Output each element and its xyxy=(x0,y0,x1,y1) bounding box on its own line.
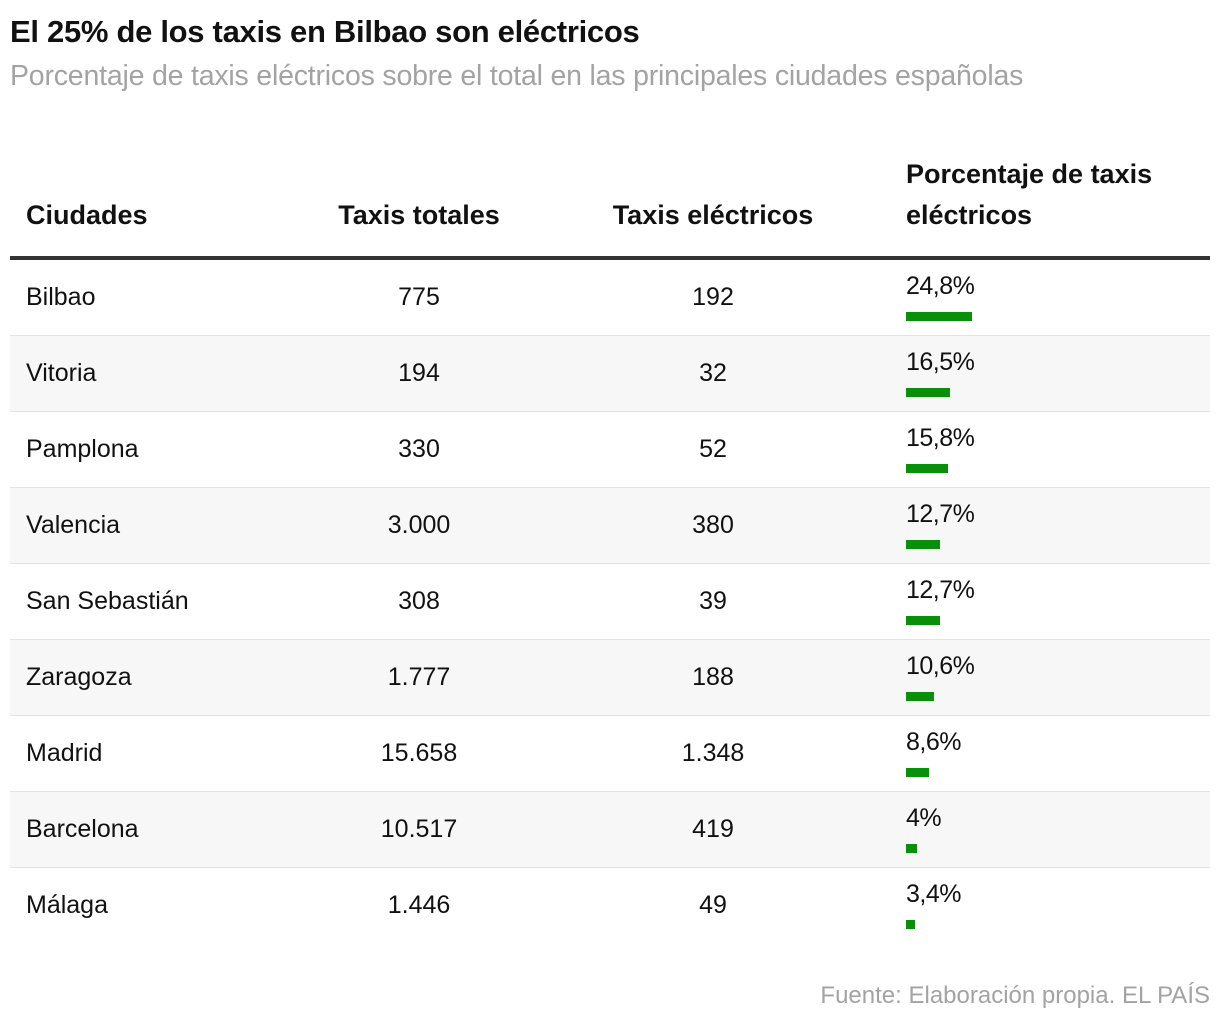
cell-city: Málaga xyxy=(26,891,108,919)
chart-title: El 25% de los taxis en Bilbao son eléctr… xyxy=(10,14,640,49)
cell-pct-label: 12,7% xyxy=(906,500,975,528)
data-table: Ciudades Taxis totales Taxis eléctricos … xyxy=(10,150,1210,943)
cell-total: 194 xyxy=(398,359,440,387)
cell-total: 10.517 xyxy=(380,815,458,843)
table-row: Bilbao 775 192 24,8% xyxy=(10,260,1210,336)
cell-city: San Sebastián xyxy=(26,587,189,615)
table-row: Vitoria 194 32 16,5% xyxy=(10,336,1210,412)
header-taxis-electricos: Taxis eléctricos xyxy=(612,200,814,230)
cell-total: 3.000 xyxy=(387,511,451,539)
cell-electric: 32 xyxy=(699,359,727,387)
cell-city: Bilbao xyxy=(26,283,96,311)
table-row: Barcelona 10.517 419 4% xyxy=(10,792,1210,868)
cell-total: 775 xyxy=(398,283,440,311)
cell-electric: 380 xyxy=(692,511,734,539)
table-header: Ciudades Taxis totales Taxis eléctricos … xyxy=(10,150,1210,260)
header-taxis-totales: Taxis totales xyxy=(338,200,500,230)
cell-city: Pamplona xyxy=(26,435,139,463)
table-row: San Sebastián 308 39 12,7% xyxy=(10,564,1210,640)
cell-total: 330 xyxy=(398,435,440,463)
cell-total: 15.658 xyxy=(380,739,458,767)
cell-pct-label: 15,8% xyxy=(906,424,975,452)
cell-pct-label: 12,7% xyxy=(906,576,975,604)
cell-electric: 1.348 xyxy=(681,739,745,767)
pct-bar xyxy=(906,464,949,473)
pct-bar xyxy=(906,540,940,549)
header-ciudades: Ciudades xyxy=(26,200,148,230)
table-row: Málaga 1.446 49 3,4% xyxy=(10,868,1210,943)
pct-bar xyxy=(906,616,940,625)
cell-pct-label: 8,6% xyxy=(906,728,961,756)
table-row: Madrid 15.658 1.348 8,6% xyxy=(10,716,1210,792)
pct-bar xyxy=(906,768,929,777)
cell-city: Barcelona xyxy=(26,815,139,843)
pct-bar xyxy=(906,388,950,397)
pct-bar xyxy=(906,312,972,321)
cell-total: 1.446 xyxy=(387,891,451,919)
header-porcentaje: Porcentaje de taxis eléctricos xyxy=(906,159,1153,230)
cell-pct-label: 16,5% xyxy=(906,348,975,376)
cell-total: 308 xyxy=(398,587,440,615)
table-row: Pamplona 330 52 15,8% xyxy=(10,412,1210,488)
cell-electric: 39 xyxy=(699,587,727,615)
cell-electric: 188 xyxy=(692,663,734,691)
table-row: Valencia 3.000 380 12,7% xyxy=(10,488,1210,564)
chart-subtitle: Porcentaje de taxis eléctricos sobre el … xyxy=(10,60,1024,92)
cell-electric: 419 xyxy=(692,815,734,843)
source-note: Fuente: Elaboración propia. EL PAÍS xyxy=(820,982,1210,1009)
cell-pct-label: 4% xyxy=(906,804,942,832)
pct-bar xyxy=(906,920,916,929)
pct-bar xyxy=(906,692,935,701)
cell-pct-label: 3,4% xyxy=(906,880,961,908)
cell-pct-label: 10,6% xyxy=(906,652,975,680)
pct-bar xyxy=(906,844,917,853)
cell-electric: 49 xyxy=(699,891,727,919)
cell-electric: 192 xyxy=(692,283,734,311)
cell-city: Valencia xyxy=(26,511,121,539)
cell-city: Madrid xyxy=(26,739,103,767)
cell-city: Zaragoza xyxy=(26,663,132,691)
cell-electric: 52 xyxy=(699,435,727,463)
table-body: Bilbao 775 192 24,8% Vitoria 194 32 16,5% Pamplo… xyxy=(10,260,1210,943)
cell-city: Vitoria xyxy=(26,359,97,387)
table-row: Zaragoza 1.777 188 10,6% xyxy=(10,640,1210,716)
cell-total: 1.777 xyxy=(387,663,451,691)
cell-pct-label: 24,8% xyxy=(906,272,975,300)
